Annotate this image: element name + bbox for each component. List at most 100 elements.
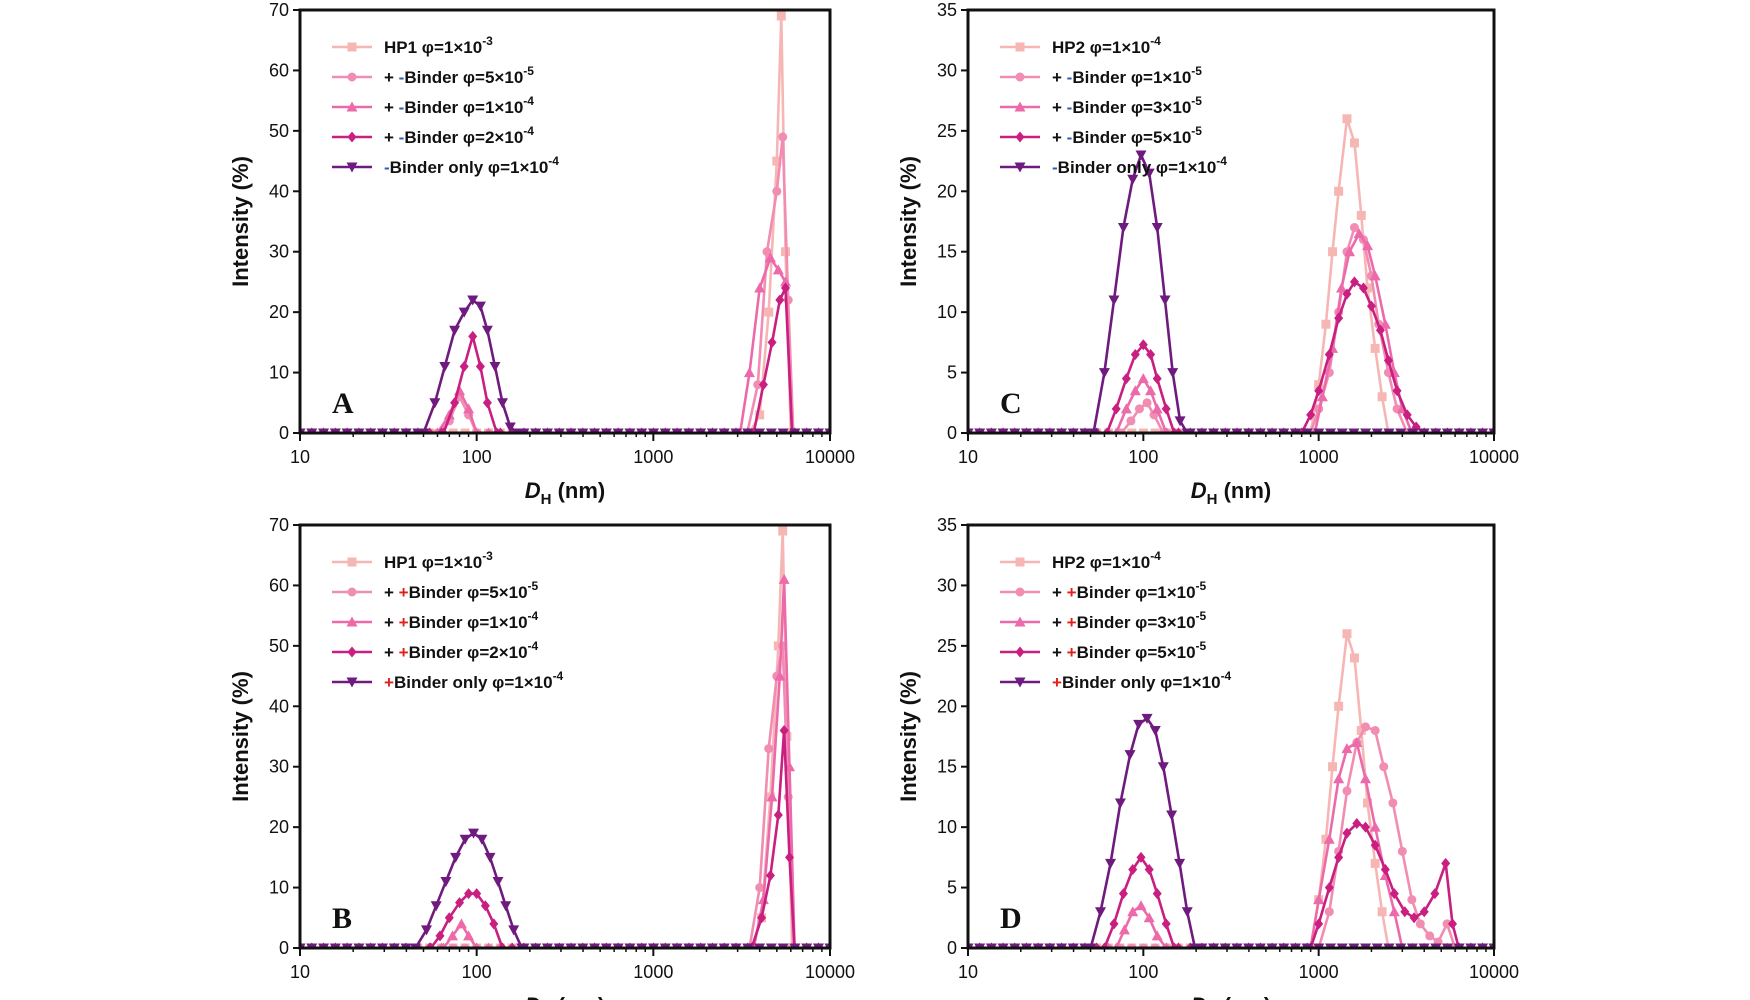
data-point bbox=[1430, 888, 1440, 900]
data-point bbox=[1425, 931, 1435, 941]
y-tick-label: 30 bbox=[937, 575, 957, 595]
y-tick-label: 35 bbox=[937, 0, 957, 20]
legend-marker bbox=[347, 646, 357, 658]
x-tick-label: 100 bbox=[1128, 962, 1158, 982]
data-point bbox=[1095, 907, 1107, 918]
series-0 bbox=[968, 114, 1494, 433]
data-point bbox=[785, 851, 795, 863]
chart-panel-c: 0 5 10 15 20 25 30 35 10 100 1000 10000 DH (nm) Inten… bbox=[896, 0, 1519, 508]
y-tick-label: 15 bbox=[937, 757, 957, 777]
legend-marker bbox=[347, 557, 357, 567]
data-point bbox=[435, 930, 445, 942]
series-line-1 bbox=[968, 226, 1494, 433]
plot-frame bbox=[298, 8, 832, 435]
series-line-2 bbox=[300, 256, 830, 433]
legend-entry: -Binder only φ=1×10-4 bbox=[384, 154, 559, 177]
legend-entry: + -Binder φ=3×10-5 bbox=[1052, 94, 1202, 117]
legend-marker bbox=[346, 162, 358, 173]
data-point bbox=[765, 869, 775, 881]
data-point bbox=[772, 156, 782, 166]
data-point bbox=[1334, 186, 1344, 196]
data-point bbox=[1151, 223, 1163, 234]
data-point bbox=[482, 397, 492, 409]
legend: HP1 φ=1×10-3 + -Binder φ=5×10-5 + -Binder … bbox=[332, 34, 559, 177]
legend-entry: + +Binder φ=1×10-5 bbox=[1052, 579, 1207, 602]
plot-area bbox=[300, 11, 830, 433]
legend-entry: + +Binder φ=3×10-5 bbox=[1052, 609, 1207, 632]
series-line-3 bbox=[300, 286, 830, 433]
data-point bbox=[448, 428, 458, 433]
legend-marker bbox=[1015, 557, 1025, 567]
data-point bbox=[1313, 894, 1325, 905]
y-tick-label: 30 bbox=[269, 242, 289, 262]
x-tick-label: 10000 bbox=[1469, 962, 1519, 982]
x-axis-label: DH (nm) bbox=[525, 993, 606, 1000]
data-point bbox=[779, 724, 789, 736]
data-point bbox=[1356, 210, 1366, 220]
data-point bbox=[1124, 750, 1136, 761]
data-point bbox=[492, 877, 504, 888]
series-4 bbox=[300, 295, 830, 433]
data-point bbox=[1342, 786, 1352, 796]
y-tick-label: 20 bbox=[269, 302, 289, 322]
data-point bbox=[1334, 851, 1344, 863]
data-point bbox=[1146, 348, 1156, 360]
plot-area bbox=[968, 629, 1494, 948]
y-axis-label: Intensity (%) bbox=[228, 156, 253, 287]
data-point bbox=[1135, 150, 1147, 161]
data-point bbox=[1362, 240, 1374, 251]
legend-entry: + -Binder φ=2×10-4 bbox=[384, 124, 534, 147]
data-point bbox=[1138, 339, 1148, 351]
data-point bbox=[480, 900, 490, 912]
legend-entry: + -Binder φ=1×10-4 bbox=[384, 94, 534, 117]
data-point bbox=[444, 912, 454, 924]
data-point bbox=[447, 930, 459, 941]
x-tick-label: 100 bbox=[462, 962, 492, 982]
y-tick-label: 0 bbox=[279, 423, 289, 443]
data-point bbox=[1361, 821, 1371, 833]
y-tick-label: 10 bbox=[269, 363, 289, 383]
data-point bbox=[440, 877, 452, 888]
series-line-2 bbox=[968, 232, 1494, 433]
series-line-4 bbox=[968, 153, 1494, 433]
data-point bbox=[1120, 403, 1132, 414]
y-tick-label: 0 bbox=[947, 938, 957, 958]
data-point bbox=[1379, 762, 1389, 772]
x-tick-label: 1000 bbox=[633, 962, 673, 982]
series-1 bbox=[300, 641, 830, 948]
series-0 bbox=[300, 11, 830, 433]
data-point bbox=[1145, 385, 1157, 396]
x-tick-label: 1000 bbox=[633, 447, 673, 467]
y-tick-label: 25 bbox=[937, 121, 957, 141]
legend: HP2 φ=1×10-4 + +Binder φ=1×10-5 + +Binder … bbox=[1000, 549, 1232, 692]
data-point bbox=[1114, 798, 1126, 809]
y-tick-label: 0 bbox=[279, 938, 289, 958]
y-tick-label: 10 bbox=[269, 878, 289, 898]
legend-entry: + -Binder φ=5×10-5 bbox=[1052, 124, 1202, 147]
data-point bbox=[1105, 858, 1117, 869]
data-point bbox=[1135, 900, 1147, 911]
data-point bbox=[1136, 851, 1146, 863]
data-point bbox=[1356, 725, 1366, 735]
series-line-3 bbox=[300, 729, 830, 948]
legend-entry: + -Binder φ=1×10-5 bbox=[1052, 64, 1202, 87]
data-point bbox=[764, 252, 776, 263]
series-4 bbox=[968, 150, 1494, 433]
data-point bbox=[1126, 416, 1136, 426]
x-tick-label: 10 bbox=[958, 962, 978, 982]
data-point bbox=[1349, 223, 1359, 233]
data-point bbox=[1342, 288, 1352, 300]
data-point bbox=[1306, 409, 1316, 421]
data-point bbox=[776, 11, 786, 21]
chart-panel-d: 0 5 10 15 20 25 30 35 10 100 1000 10000 DH (nm) Inten… bbox=[896, 515, 1519, 1000]
legend-marker bbox=[1015, 646, 1025, 658]
data-point bbox=[1352, 818, 1362, 830]
x-tick-label: 100 bbox=[462, 447, 492, 467]
data-point bbox=[755, 883, 765, 893]
data-point bbox=[1161, 918, 1171, 930]
x-tick-label: 10 bbox=[290, 962, 310, 982]
x-axis-label: DH (nm) bbox=[525, 478, 606, 508]
series-line-3 bbox=[968, 280, 1494, 433]
